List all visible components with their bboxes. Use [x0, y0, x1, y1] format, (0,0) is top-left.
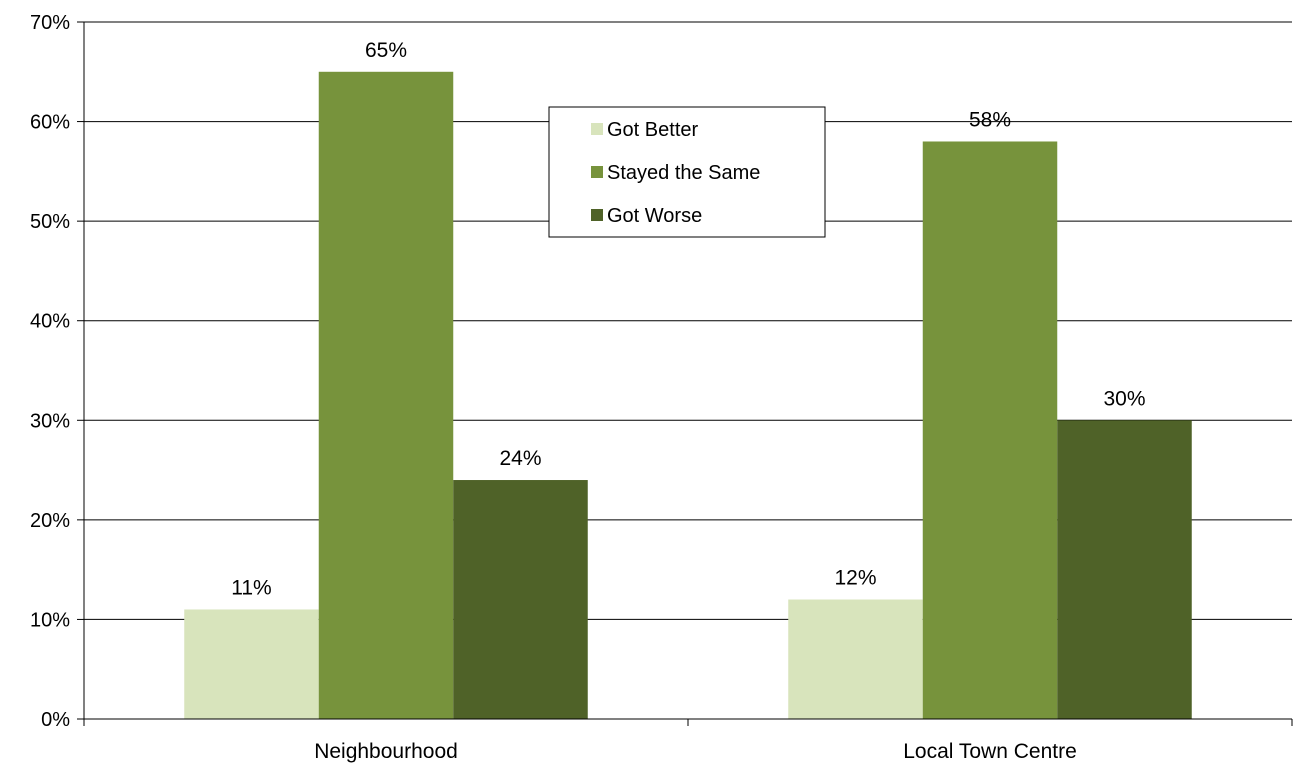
y-tick-label: 20%	[30, 510, 70, 532]
data-labels: 11% 65% 24% 12% 58% 30%	[231, 39, 1145, 600]
x-category-label: Neighbourhood	[314, 740, 458, 763]
legend-label: Stayed the Same	[607, 162, 760, 184]
data-label: 65%	[365, 39, 407, 62]
data-label: 58%	[969, 108, 1011, 131]
bar-stayed-the-same	[318, 71, 454, 720]
y-tick-label: 0%	[41, 709, 70, 731]
y-tick-label: 30%	[30, 410, 70, 432]
data-label: 11%	[231, 576, 271, 599]
y-tick-label: 50%	[30, 211, 70, 233]
bar-got-worse	[453, 480, 588, 719]
legend: Got Better Stayed the Same Got Worse	[548, 106, 826, 238]
bar-got-better	[184, 609, 319, 719]
y-tick-label: 60%	[30, 112, 70, 134]
axes: 0% 10% 20% 30% 40% 50% 60% 70% Neighbourhood Loca…	[30, 12, 1293, 763]
data-label: 30%	[1103, 387, 1145, 410]
x-category-label: Local Town Centre	[903, 740, 1077, 763]
data-label: 12%	[834, 567, 876, 590]
bar-got-worse	[1057, 420, 1192, 719]
y-tick-label: 40%	[30, 311, 70, 333]
data-label: 24%	[499, 447, 541, 470]
y-tick-label: 10%	[30, 609, 70, 631]
legend-swatch	[591, 209, 603, 221]
legend-swatch	[591, 123, 603, 135]
legend-label: Got Worse	[607, 205, 702, 227]
legend-label: Got Better	[607, 119, 698, 141]
legend-swatch	[591, 166, 603, 178]
bar-stayed-the-same	[922, 141, 1058, 719]
bar-got-better	[788, 599, 923, 719]
y-tick-label: 70%	[30, 12, 70, 34]
bars	[184, 71, 1192, 720]
